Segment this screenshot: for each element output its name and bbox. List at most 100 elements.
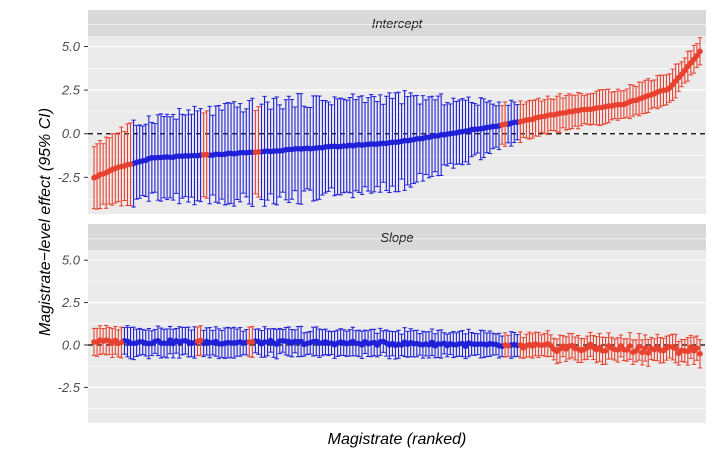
magistrate-estimate — [146, 115, 152, 202]
y-tick-label: 2.5 — [61, 83, 81, 98]
point — [505, 343, 511, 349]
magistrate-estimate — [697, 37, 703, 66]
point — [602, 347, 609, 354]
y-tick-label: -2.5 — [58, 380, 81, 395]
gridlines-slope — [88, 238, 706, 409]
magistrate-estimate — [270, 328, 277, 358]
magistrate-estimate — [191, 105, 198, 206]
magistrate-estimate — [505, 334, 511, 357]
magistrate-estimate — [618, 334, 624, 358]
plot-area-intercept — [88, 36, 706, 214]
magistrate-estimate — [298, 325, 304, 358]
magistrate-estimate — [651, 79, 658, 108]
magistrate-estimate — [678, 61, 685, 88]
y-tick-label: -2.5 — [58, 170, 81, 185]
magistrate-estimate — [694, 335, 700, 361]
magistrate-estimate — [681, 57, 688, 84]
magistrate-estimate — [602, 336, 609, 365]
x-axis-title: Magistrate (ranked) — [328, 431, 467, 448]
point — [669, 81, 676, 88]
point — [636, 344, 642, 350]
magistrate-estimate — [118, 326, 125, 359]
magistrate-estimate — [593, 336, 600, 364]
magistrate-estimate — [685, 337, 691, 366]
magistrate-estimate — [197, 325, 204, 356]
strip-label-slope: Slope — [380, 230, 413, 245]
magistrate-estimate — [614, 337, 621, 363]
point — [633, 348, 639, 354]
magistrate-estimate — [255, 106, 262, 198]
y-tick-label: 5.0 — [62, 39, 81, 54]
point — [697, 350, 703, 357]
magistrate-estimate — [633, 339, 639, 363]
magistrate-estimate — [502, 101, 508, 147]
point — [642, 345, 648, 351]
magistrate-estimate — [286, 326, 292, 357]
magistrate-estimate — [331, 330, 338, 359]
data-marks-intercept — [91, 37, 703, 210]
point — [694, 52, 700, 59]
point — [685, 348, 691, 355]
point — [118, 339, 125, 346]
magistrate-estimate — [688, 334, 694, 359]
magistrate-estimate — [465, 96, 472, 165]
point — [697, 48, 703, 55]
magistrate-estimate — [456, 99, 463, 165]
magistrate-estimate — [627, 332, 633, 360]
point — [681, 67, 688, 74]
strip-slope — [88, 224, 706, 250]
point — [255, 149, 262, 155]
magistrate-estimate — [343, 330, 350, 357]
magistrate-estimate — [654, 333, 661, 362]
y-tick-label: 0.0 — [62, 126, 81, 141]
magistrate-estimate — [517, 331, 524, 359]
magistrate-estimate — [307, 330, 314, 355]
magistrate-estimate — [569, 333, 575, 359]
strip-intercept — [88, 10, 706, 36]
magistrate-estimate — [694, 43, 700, 69]
point — [678, 71, 685, 78]
point — [614, 347, 621, 353]
magistrate-estimate — [249, 326, 256, 358]
magistrate-estimate — [608, 91, 615, 121]
magistrate-estimate — [697, 339, 703, 369]
y-tick-label: 5.0 — [62, 253, 81, 268]
point — [688, 344, 694, 350]
point — [645, 350, 652, 356]
magistrate-estimate — [639, 339, 645, 366]
point — [624, 347, 630, 353]
panel-intercept: Intercept 5.0 2.5 0.0 -2.5 — [58, 10, 706, 214]
data-marks-slope — [91, 324, 703, 369]
magistrate-estimate — [106, 137, 113, 205]
point — [672, 345, 679, 352]
magistrate-estimate — [636, 332, 642, 361]
point — [618, 343, 624, 349]
magistrate-estimate — [529, 333, 536, 359]
point — [127, 161, 134, 168]
magistrate-estimate — [343, 99, 350, 193]
y-tick-label: 0.0 — [62, 337, 81, 352]
magistrate-estimate — [499, 335, 505, 358]
point — [639, 349, 645, 356]
magistrate-estimate — [624, 338, 630, 362]
magistrate-estimate — [127, 122, 134, 207]
magistrate-estimate — [624, 88, 630, 118]
point — [197, 337, 204, 344]
panel-slope: Slope 5.0 2.5 0.0 -2.5 — [58, 224, 706, 423]
magistrate-estimate — [502, 332, 508, 358]
magistrate-estimate — [371, 328, 377, 357]
y-tick-label: 2.5 — [61, 295, 81, 310]
magistrate-estimate — [672, 333, 679, 364]
y-axis-title: Magistrate−level effect (95% CI) — [37, 108, 54, 336]
point — [249, 339, 256, 345]
magistrate-estimate — [383, 329, 390, 357]
magistrate-estimate — [669, 68, 676, 101]
point — [694, 345, 700, 351]
y-axis-ticks-intercept: 5.0 2.5 0.0 -2.5 — [58, 39, 88, 185]
magistrate-estimate — [642, 334, 648, 362]
magistrate-estimate — [322, 328, 329, 356]
point — [502, 121, 508, 127]
magistrate-estimate — [203, 110, 210, 199]
plot-area-slope — [88, 250, 706, 423]
